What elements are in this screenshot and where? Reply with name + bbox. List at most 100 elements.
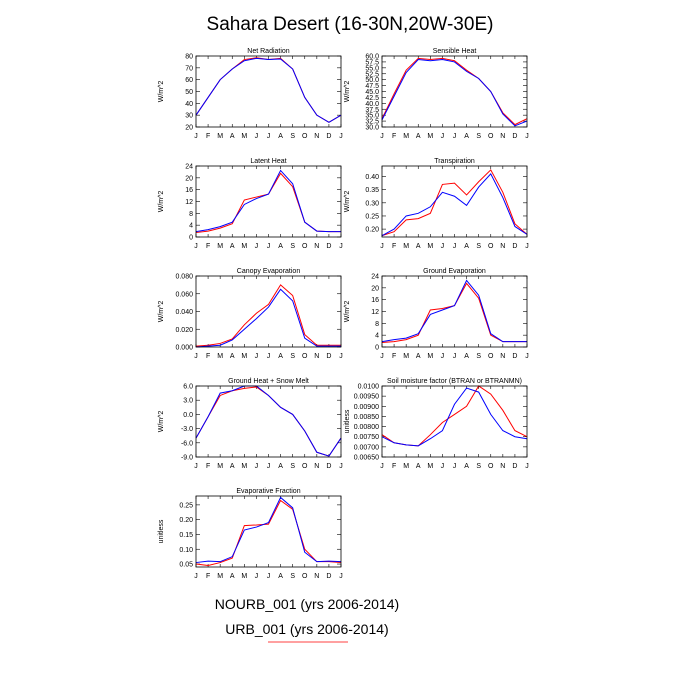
- y-tick-label: 24: [371, 274, 379, 281]
- x-tick-label: F: [206, 573, 210, 580]
- y-tick-label: 0.05: [179, 562, 193, 569]
- x-tick-label: S: [290, 463, 295, 470]
- x-tick-label: J: [339, 573, 343, 580]
- x-tick-label: M: [241, 463, 247, 470]
- y-tick-label: 0.10: [179, 547, 193, 554]
- x-tick-label: O: [488, 353, 494, 360]
- y-tick-label: 0.00800: [354, 424, 379, 431]
- panel-title: Evaporative Fraction: [236, 488, 300, 495]
- y-tick-label: 0.40: [365, 174, 379, 181]
- x-tick-label: O: [302, 243, 308, 250]
- x-tick-label: J: [255, 573, 259, 580]
- panel-canopy-evaporation: Canopy Evaporation W/m^2 0.000 0.020 0.040 0.…: [158, 268, 343, 360]
- y-tick-label: 16: [371, 297, 379, 304]
- x-tick-label: F: [206, 353, 210, 360]
- panel-title: Net Radiation: [247, 48, 290, 55]
- x-tick-label: A: [230, 133, 235, 140]
- plot-frame: [195, 385, 342, 458]
- y-tick-label: 60.0: [365, 54, 379, 61]
- panel-transpiration: Transpiration W/m^2 0.20 0.25 0.30 0.35 0.40 J F…: [344, 158, 529, 250]
- x-tick-label: D: [512, 463, 517, 470]
- x-tick-label: M: [403, 133, 409, 140]
- x-tick-label: A: [416, 463, 421, 470]
- x-tick-label: S: [290, 133, 295, 140]
- x-tick-label: D: [512, 133, 517, 140]
- y-tick-label: 55.0: [365, 65, 379, 72]
- x-tick-label: D: [512, 243, 517, 250]
- figure-title: Sahara Desert (16-30N,20W-30E): [207, 14, 494, 35]
- y-tick-label: 0.15: [179, 532, 193, 539]
- x-tick-label: M: [217, 573, 223, 580]
- y-axis-label: unitless: [158, 519, 165, 543]
- x-tick-label: A: [278, 463, 283, 470]
- series-line-nourb: [381, 173, 528, 237]
- x-tick-label: O: [302, 353, 308, 360]
- x-tick-label: M: [241, 353, 247, 360]
- plot-frame: [381, 275, 528, 348]
- y-tick-label: 6.0: [183, 384, 193, 391]
- panel-title: Canopy Evaporation: [237, 268, 301, 275]
- x-tick-label: J: [255, 133, 259, 140]
- x-tick-label: M: [427, 243, 433, 250]
- y-tick-label: 0.00750: [354, 434, 379, 441]
- x-tick-label: J: [525, 353, 529, 360]
- x-tick-label: O: [488, 133, 494, 140]
- y-tick-label: 0.020: [175, 327, 193, 334]
- x-tick-label: J: [194, 243, 198, 250]
- x-tick-label: M: [427, 463, 433, 470]
- x-tick-label: A: [278, 353, 283, 360]
- y-tick-label: 8: [189, 211, 193, 218]
- y-tick-label: 12: [185, 199, 193, 206]
- x-tick-label: J: [194, 463, 198, 470]
- x-tick-label: J: [267, 353, 271, 360]
- x-tick-label: N: [314, 243, 319, 250]
- y-tick-label: 12: [371, 309, 379, 316]
- y-tick-label: 0.080: [175, 274, 193, 281]
- x-tick-label: A: [230, 243, 235, 250]
- x-tick-label: M: [403, 463, 409, 470]
- series-line-nourb: [381, 279, 527, 343]
- panel-title: Latent Heat: [250, 158, 286, 165]
- plot-frame: [381, 385, 528, 458]
- x-tick-label: D: [326, 463, 331, 470]
- series-line-nourb: [381, 387, 528, 447]
- y-tick-label: 0.00900: [354, 404, 379, 411]
- y-axis-label: W/m^2: [344, 191, 351, 213]
- legend-label-urb: URB_001 (yrs 2006-2014): [225, 621, 388, 637]
- legend: NOURB_001 (yrs 2006-2014) URB_001 (yrs 2…: [215, 596, 399, 643]
- x-tick-label: M: [217, 243, 223, 250]
- plot-frame: [195, 55, 342, 128]
- x-tick-label: J: [339, 243, 343, 250]
- y-tick-label: 60: [185, 77, 193, 84]
- y-tick-label: 20: [371, 285, 379, 292]
- y-tick-label: 0.20: [365, 227, 379, 234]
- y-tick-label: 0.0: [183, 412, 193, 419]
- x-tick-label: D: [326, 573, 331, 580]
- x-tick-label: J: [255, 353, 259, 360]
- x-tick-label: O: [302, 463, 308, 470]
- series-line-urb: [381, 57, 528, 126]
- x-tick-label: A: [416, 243, 421, 250]
- x-tick-label: M: [427, 353, 433, 360]
- y-tick-label: -9.0: [181, 455, 193, 462]
- y-axis-label: W/m^2: [158, 411, 165, 433]
- x-tick-label: J: [267, 133, 271, 140]
- y-tick-label: 30.0: [365, 125, 379, 132]
- x-tick-label: N: [500, 353, 505, 360]
- x-tick-label: J: [453, 353, 457, 360]
- y-tick-label: 47.5: [365, 83, 379, 90]
- x-tick-label: S: [476, 133, 481, 140]
- y-axis-label: W/m^2: [158, 191, 165, 213]
- x-tick-label: F: [206, 133, 210, 140]
- series-line-urb: [195, 499, 342, 567]
- y-tick-label: 42.5: [365, 95, 379, 102]
- legend-label-nourb: NOURB_001 (yrs 2006-2014): [215, 596, 399, 612]
- x-tick-label: S: [476, 463, 481, 470]
- panel-ground-heat-snow-melt: Ground Heat + Snow Melt W/m^2 -9.0 -6.0 -3.0…: [158, 378, 343, 470]
- x-tick-label: A: [464, 353, 469, 360]
- x-tick-label: S: [476, 243, 481, 250]
- panel-evaporative-fraction: Evaporative Fraction unitless 0.05 0.10 0.15…: [158, 488, 343, 580]
